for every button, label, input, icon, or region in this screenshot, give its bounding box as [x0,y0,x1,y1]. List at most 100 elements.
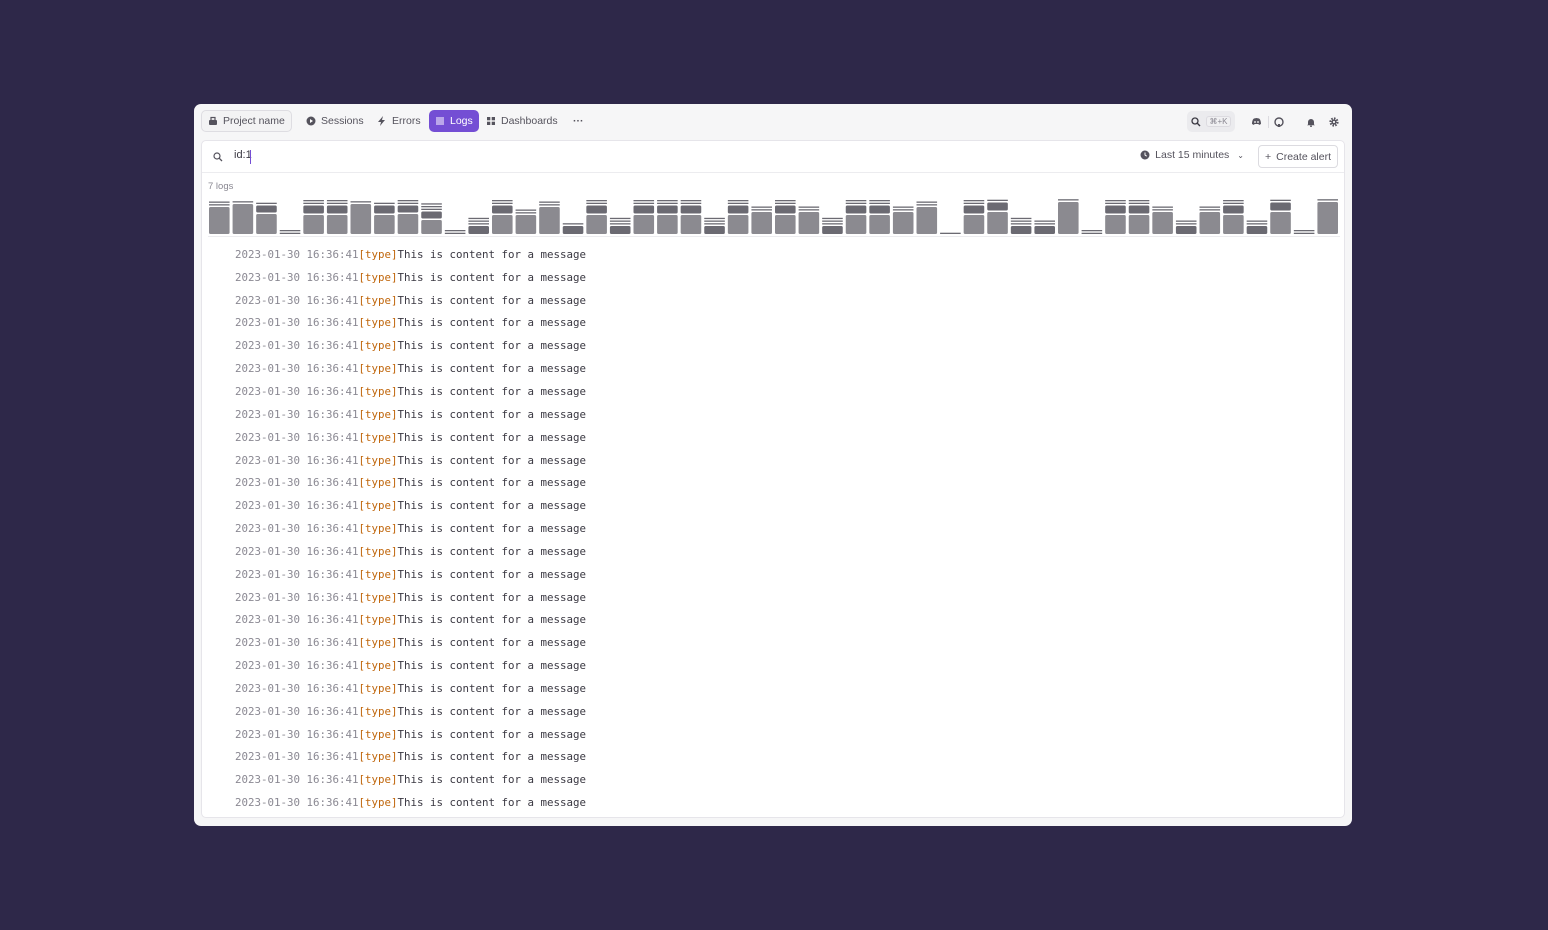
histogram-segment [421,206,442,208]
histogram-segment [1105,205,1126,214]
histogram-segment [1270,212,1291,234]
log-row[interactable]: 2023-01-30 16:36:41 [type] This is conte… [202,517,1344,540]
github-icon[interactable] [1273,111,1285,132]
histogram-segment [256,202,277,204]
command-search-button[interactable]: ⌘+K [1187,111,1235,132]
log-row[interactable]: 2023-01-30 16:36:41 [type] This is conte… [202,631,1344,654]
log-timestamp: 2023-01-30 16:36:41 [235,362,359,376]
histogram-segment [1175,223,1197,225]
log-message: This is content for a message [397,316,587,330]
histogram-segment [586,205,607,214]
log-row[interactable]: 2023-01-30 16:36:41 [type] This is conte… [202,380,1344,403]
log-message: This is content for a message [397,681,587,695]
histogram-segment [1223,200,1244,202]
histogram-bar [374,202,395,234]
histogram-segment [633,205,655,214]
log-row[interactable]: 2023-01-30 16:36:41 [type] This is conte… [202,312,1344,335]
log-row[interactable]: 2023-01-30 16:36:41 [type] This is conte… [202,494,1344,517]
histogram-segment [1010,217,1032,220]
gear-icon[interactable] [1328,111,1340,132]
project-name: Project name [223,115,285,127]
log-type: [type] [358,270,398,284]
log-row[interactable]: 2023-01-30 16:36:41 [type] This is conte… [202,563,1344,586]
histogram-bar [444,230,466,234]
log-type: [type] [358,476,398,490]
log-row[interactable]: 2023-01-30 16:36:41 [type] This is conte… [202,334,1344,357]
histogram-segment [1270,202,1291,211]
histogram-bar [1223,200,1244,234]
log-row[interactable]: 2023-01-30 16:36:41 [type] This is conte… [202,540,1344,563]
histogram-segment [892,206,914,208]
histogram-bar [963,200,985,234]
histogram-segment [1105,200,1126,202]
histogram-segment [1246,220,1268,222]
log-row[interactable]: 2023-01-30 16:36:41 [type] This is conte… [202,768,1344,791]
histogram-segment [1199,212,1221,234]
tab-dashboards[interactable]: Dashboards [480,110,564,132]
log-message: This is content for a message [397,293,587,307]
log-row[interactable]: 2023-01-30 16:36:41 [type] This is conte… [202,723,1344,746]
log-row[interactable]: 2023-01-30 16:36:41 [type] This is conte… [202,426,1344,449]
log-timestamp: 2023-01-30 16:36:41 [235,247,359,261]
log-count: 7 logs [208,181,234,192]
log-row[interactable]: 2023-01-30 16:36:41 [type] This is conte… [202,243,1344,266]
histogram-segment [869,205,890,214]
histogram-segment [1081,232,1103,234]
histogram-bar [1152,206,1173,234]
log-row[interactable]: 2023-01-30 16:36:41 [type] This is conte… [202,403,1344,426]
log-row[interactable]: 2023-01-30 16:36:41 [type] This is conte… [202,449,1344,472]
tab-logs[interactable]: Logs [429,110,479,132]
log-row[interactable]: 2023-01-30 16:36:41 [type] This is conte… [202,677,1344,700]
tab-sessions[interactable]: Sessions [300,110,370,132]
log-timestamp: 2023-01-30 16:36:41 [235,681,359,695]
log-row[interactable]: 2023-01-30 16:36:41 [type] This is conte… [202,471,1344,494]
histogram-segment [492,215,513,234]
bell-icon[interactable] [1305,111,1317,132]
histogram-segment [1152,209,1173,211]
log-type: [type] [358,796,398,810]
histogram-segment [680,200,702,202]
log-type: [type] [358,567,398,581]
histogram-segment [444,230,466,232]
more-button[interactable]: ··· [573,115,584,127]
create-alert-button[interactable]: + Create alert [1258,145,1338,168]
search-input[interactable] [234,149,634,161]
log-row[interactable]: 2023-01-30 16:36:41 [type] This is conte… [202,700,1344,723]
histogram-bar [350,201,372,234]
log-timestamp: 2023-01-30 16:36:41 [235,293,359,307]
histogram-segment [775,200,796,202]
histogram-segment [680,205,702,214]
histogram-segment [492,205,513,214]
histogram-bar [326,200,348,234]
histogram-segment [468,223,489,225]
histogram-segment [704,220,725,222]
log-row[interactable]: 2023-01-30 16:36:41 [type] This is conte… [202,586,1344,609]
histogram-segment [562,226,584,234]
log-type: [type] [358,681,398,695]
log-row[interactable]: 2023-01-30 16:36:41 [type] This is conte… [202,654,1344,677]
histogram-segment [279,230,301,232]
discord-icon[interactable] [1250,111,1262,132]
log-row[interactable]: 2023-01-30 16:36:41 [type] This is conte… [202,746,1344,769]
histogram-segment [845,200,867,202]
project-selector[interactable]: Project name [201,110,292,132]
log-timestamp: 2023-01-30 16:36:41 [235,727,359,741]
log-row[interactable]: 2023-01-30 16:36:41 [type] This is conte… [202,609,1344,632]
log-timestamp: 2023-01-30 16:36:41 [235,750,359,764]
histogram-segment [1128,200,1150,202]
tab-errors[interactable]: Errors [371,110,427,132]
time-range-select[interactable]: Last 15 minutes ⌄ [1140,149,1244,161]
histogram-segment [1270,199,1291,201]
histogram-bar [892,206,914,234]
log-row[interactable]: 2023-01-30 16:36:41 [type] This is conte… [202,357,1344,380]
log-row[interactable]: 2023-01-30 16:36:41 [type] This is conte… [202,266,1344,289]
histogram-segment [657,205,678,214]
log-type: [type] [358,613,398,627]
histogram-segment [421,203,442,205]
histogram-bar [1293,230,1315,234]
plus-icon: + [1265,150,1272,163]
log-timestamp: 2023-01-30 16:36:41 [235,384,359,398]
log-row[interactable]: 2023-01-30 16:36:41 [type] This is conte… [202,791,1344,814]
log-row[interactable]: 2023-01-30 16:36:41 [type] This is conte… [202,289,1344,312]
log-histogram[interactable] [208,199,1340,237]
